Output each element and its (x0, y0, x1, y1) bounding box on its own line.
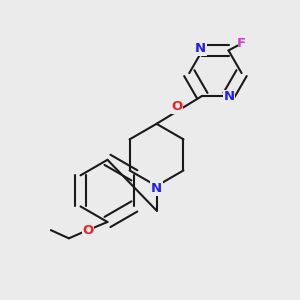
Text: N: N (151, 182, 162, 195)
Text: O: O (171, 100, 182, 113)
Text: F: F (236, 38, 245, 50)
Text: N: N (195, 42, 206, 55)
Text: N: N (224, 90, 235, 103)
Text: O: O (82, 224, 94, 237)
